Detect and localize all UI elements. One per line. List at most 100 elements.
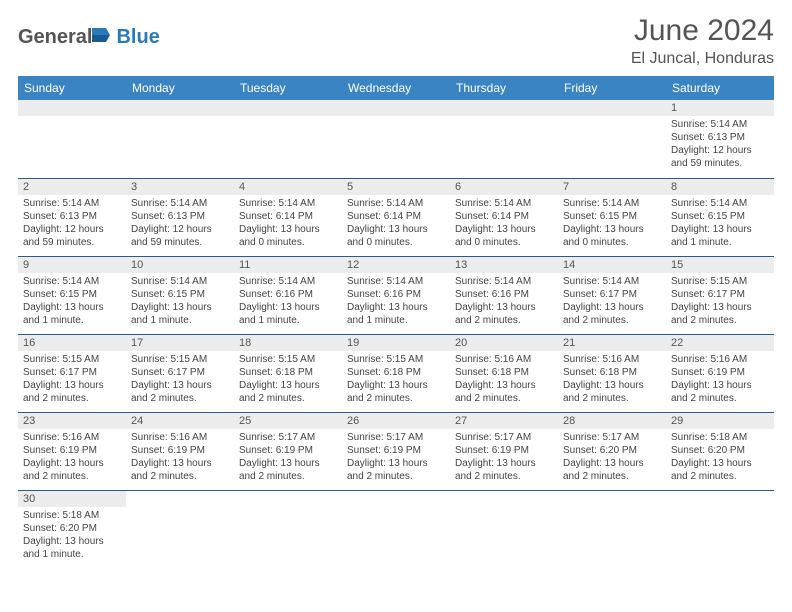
sunset-text: Sunset: 6:14 PM [455, 210, 553, 223]
sunrise-text: Sunrise: 5:15 AM [347, 353, 445, 366]
calendar-cell: 12Sunrise: 5:14 AMSunset: 6:16 PMDayligh… [342, 256, 450, 334]
day-details: Sunrise: 5:14 AMSunset: 6:13 PMDaylight:… [126, 195, 234, 253]
calendar-cell: 29Sunrise: 5:18 AMSunset: 6:20 PMDayligh… [666, 412, 774, 490]
sunrise-text: Sunrise: 5:17 AM [239, 431, 337, 444]
sunset-text: Sunset: 6:20 PM [23, 522, 121, 535]
logo: General Blue [18, 14, 160, 49]
day-details: Sunrise: 5:14 AMSunset: 6:15 PMDaylight:… [126, 273, 234, 331]
daylight-text: Daylight: 12 hours and 59 minutes. [23, 223, 121, 249]
day-number: 19 [342, 335, 450, 351]
day-number: 5 [342, 179, 450, 195]
weekday-header: Thursday [450, 76, 558, 100]
day-details: Sunrise: 5:17 AMSunset: 6:19 PMDaylight:… [342, 429, 450, 487]
calendar-cell [234, 100, 342, 178]
calendar-cell [558, 100, 666, 178]
sunset-text: Sunset: 6:15 PM [131, 288, 229, 301]
sunrise-text: Sunrise: 5:18 AM [671, 431, 769, 444]
daylight-text: Daylight: 13 hours and 2 minutes. [455, 301, 553, 327]
calendar-cell: 3Sunrise: 5:14 AMSunset: 6:13 PMDaylight… [126, 178, 234, 256]
daylight-text: Daylight: 13 hours and 2 minutes. [671, 457, 769, 483]
day-number: 11 [234, 257, 342, 273]
weekday-header: Sunday [18, 76, 126, 100]
daylight-text: Daylight: 13 hours and 2 minutes. [563, 301, 661, 327]
weekday-header: Wednesday [342, 76, 450, 100]
day-number: 13 [450, 257, 558, 273]
calendar-cell [126, 490, 234, 568]
day-number: 12 [342, 257, 450, 273]
calendar-cell [234, 490, 342, 568]
calendar-cell [666, 490, 774, 568]
calendar-cell: 17Sunrise: 5:15 AMSunset: 6:17 PMDayligh… [126, 334, 234, 412]
calendar-row: 9Sunrise: 5:14 AMSunset: 6:15 PMDaylight… [18, 256, 774, 334]
day-number: 29 [666, 413, 774, 429]
daylight-text: Daylight: 13 hours and 2 minutes. [23, 379, 121, 405]
day-number: 4 [234, 179, 342, 195]
calendar-cell: 26Sunrise: 5:17 AMSunset: 6:19 PMDayligh… [342, 412, 450, 490]
empty-daynum [234, 100, 342, 116]
sunset-text: Sunset: 6:15 PM [563, 210, 661, 223]
sunrise-text: Sunrise: 5:14 AM [23, 275, 121, 288]
day-number: 24 [126, 413, 234, 429]
sunset-text: Sunset: 6:14 PM [347, 210, 445, 223]
daylight-text: Daylight: 13 hours and 0 minutes. [239, 223, 337, 249]
calendar-row: 1Sunrise: 5:14 AMSunset: 6:13 PMDaylight… [18, 100, 774, 178]
calendar-cell: 16Sunrise: 5:15 AMSunset: 6:17 PMDayligh… [18, 334, 126, 412]
day-details: Sunrise: 5:14 AMSunset: 6:16 PMDaylight:… [342, 273, 450, 331]
day-details: Sunrise: 5:14 AMSunset: 6:14 PMDaylight:… [450, 195, 558, 253]
sunrise-text: Sunrise: 5:14 AM [23, 197, 121, 210]
day-number: 2 [18, 179, 126, 195]
calendar-cell: 25Sunrise: 5:17 AMSunset: 6:19 PMDayligh… [234, 412, 342, 490]
daylight-text: Daylight: 13 hours and 1 minute. [23, 535, 121, 561]
calendar-cell [450, 490, 558, 568]
day-number: 6 [450, 179, 558, 195]
daylight-text: Daylight: 12 hours and 59 minutes. [131, 223, 229, 249]
daylight-text: Daylight: 13 hours and 1 minute. [671, 223, 769, 249]
daylight-text: Daylight: 13 hours and 2 minutes. [239, 457, 337, 483]
sunrise-text: Sunrise: 5:15 AM [239, 353, 337, 366]
calendar-cell: 9Sunrise: 5:14 AMSunset: 6:15 PMDaylight… [18, 256, 126, 334]
day-number: 28 [558, 413, 666, 429]
calendar-row: 30Sunrise: 5:18 AMSunset: 6:20 PMDayligh… [18, 490, 774, 568]
day-details: Sunrise: 5:16 AMSunset: 6:19 PMDaylight:… [666, 351, 774, 409]
day-number: 30 [18, 491, 126, 507]
day-details: Sunrise: 5:15 AMSunset: 6:17 PMDaylight:… [18, 351, 126, 409]
calendar-row: 23Sunrise: 5:16 AMSunset: 6:19 PMDayligh… [18, 412, 774, 490]
day-details: Sunrise: 5:18 AMSunset: 6:20 PMDaylight:… [666, 429, 774, 487]
empty-daynum [450, 100, 558, 116]
sunset-text: Sunset: 6:18 PM [455, 366, 553, 379]
sunrise-text: Sunrise: 5:14 AM [131, 275, 229, 288]
sunrise-text: Sunrise: 5:16 AM [23, 431, 121, 444]
day-details: Sunrise: 5:16 AMSunset: 6:19 PMDaylight:… [18, 429, 126, 487]
day-number: 26 [342, 413, 450, 429]
logo-text-blue: Blue [116, 26, 159, 49]
calendar-cell [18, 100, 126, 178]
day-number: 25 [234, 413, 342, 429]
logo-text-general: General [18, 26, 92, 49]
sunset-text: Sunset: 6:13 PM [23, 210, 121, 223]
sunset-text: Sunset: 6:19 PM [131, 444, 229, 457]
calendar-cell: 5Sunrise: 5:14 AMSunset: 6:14 PMDaylight… [342, 178, 450, 256]
day-details: Sunrise: 5:14 AMSunset: 6:13 PMDaylight:… [666, 116, 774, 174]
sunset-text: Sunset: 6:15 PM [671, 210, 769, 223]
sunset-text: Sunset: 6:19 PM [455, 444, 553, 457]
sunrise-text: Sunrise: 5:17 AM [347, 431, 445, 444]
daylight-text: Daylight: 13 hours and 1 minute. [23, 301, 121, 327]
day-number: 3 [126, 179, 234, 195]
month-title: June 2024 [631, 14, 774, 48]
calendar-cell: 22Sunrise: 5:16 AMSunset: 6:19 PMDayligh… [666, 334, 774, 412]
sunset-text: Sunset: 6:19 PM [671, 366, 769, 379]
day-number: 27 [450, 413, 558, 429]
sunset-text: Sunset: 6:20 PM [563, 444, 661, 457]
day-number: 9 [18, 257, 126, 273]
daylight-text: Daylight: 13 hours and 2 minutes. [455, 379, 553, 405]
day-details: Sunrise: 5:17 AMSunset: 6:19 PMDaylight:… [450, 429, 558, 487]
calendar-cell [342, 100, 450, 178]
daylight-text: Daylight: 13 hours and 1 minute. [131, 301, 229, 327]
day-number: 14 [558, 257, 666, 273]
day-details: Sunrise: 5:14 AMSunset: 6:13 PMDaylight:… [18, 195, 126, 253]
daylight-text: Daylight: 13 hours and 0 minutes. [455, 223, 553, 249]
day-details: Sunrise: 5:16 AMSunset: 6:19 PMDaylight:… [126, 429, 234, 487]
calendar-cell: 11Sunrise: 5:14 AMSunset: 6:16 PMDayligh… [234, 256, 342, 334]
sunset-text: Sunset: 6:14 PM [239, 210, 337, 223]
calendar-cell: 20Sunrise: 5:16 AMSunset: 6:18 PMDayligh… [450, 334, 558, 412]
